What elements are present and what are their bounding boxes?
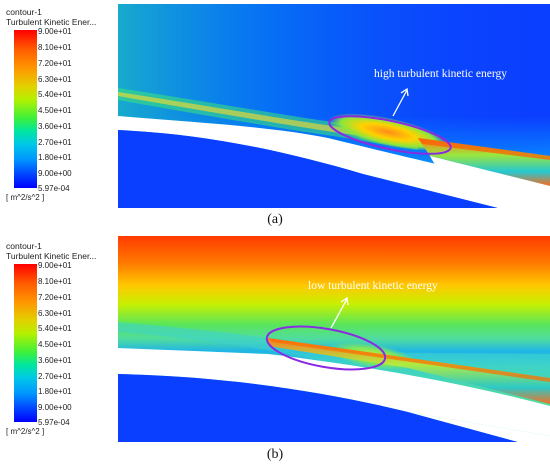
colormap-tick: 5.40e+01 [38,324,72,333]
colormap-tick: 5.97e-04 [38,418,70,427]
colormap-tick: 3.60e+01 [38,356,72,365]
colormap-bar [14,264,37,422]
colormap-tick: 4.50e+01 [38,340,72,349]
colormap-tick: 7.20e+01 [38,293,72,302]
colormap-tick: 9.00e+00 [38,169,72,178]
contour-plot [118,4,550,208]
contour-field [118,4,550,208]
colormap-tick: 8.10e+01 [38,277,72,286]
colormap-tick: 1.80e+01 [38,153,72,162]
colormap-title: contour-1 [6,7,42,17]
colormap-tick: 6.30e+01 [38,75,72,84]
highlight-ellipse [328,115,452,155]
colormap-tick: 3.60e+01 [38,122,72,131]
contour-plot [118,236,550,442]
highlight-ellipse [265,325,387,371]
colormap-tick: 9.00e+01 [38,27,72,36]
caption: (b) [266,447,284,462]
colormap-tick: 1.80e+01 [38,387,72,396]
colormap-tick: 7.20e+01 [38,59,72,68]
contour-field [118,236,550,442]
colormap-tick: 8.10e+01 [38,43,72,52]
colormap-unit: [ m^2/s^2 ] [6,427,45,436]
panel-a: contour-1 Turbulent Kinetic Ener... 9.00… [6,4,550,227]
panel-b: contour-1 Turbulent Kinetic Ener... 9.00… [0,234,550,468]
colormap-tick: 5.40e+01 [38,90,72,99]
colormap-unit: [ m^2/s^2 ] [6,193,45,202]
caption: (a) [267,212,283,227]
colormap-tick: 2.70e+01 [38,138,72,147]
colormap-tick: 9.00e+01 [38,261,72,270]
colormap-title: contour-1 [6,241,42,251]
annotation-label: high turbulent kinetic energy [374,68,507,80]
colormap-tick: 5.97e-04 [38,184,70,193]
annotation-arrow [392,89,408,117]
colormap-subtitle: Turbulent Kinetic Ener... [6,17,97,27]
colormap-tick: 2.70e+01 [38,372,72,381]
annotation-label: low turbulent kinetic energy [308,280,438,292]
colormap-bar [14,30,37,188]
annotation-arrow [330,298,348,329]
colormap-tick: 4.50e+01 [38,106,72,115]
colormap-tick: 6.30e+01 [38,309,72,318]
colormap-tick: 9.00e+00 [38,403,72,412]
colormap-subtitle: Turbulent Kinetic Ener... [6,251,97,261]
